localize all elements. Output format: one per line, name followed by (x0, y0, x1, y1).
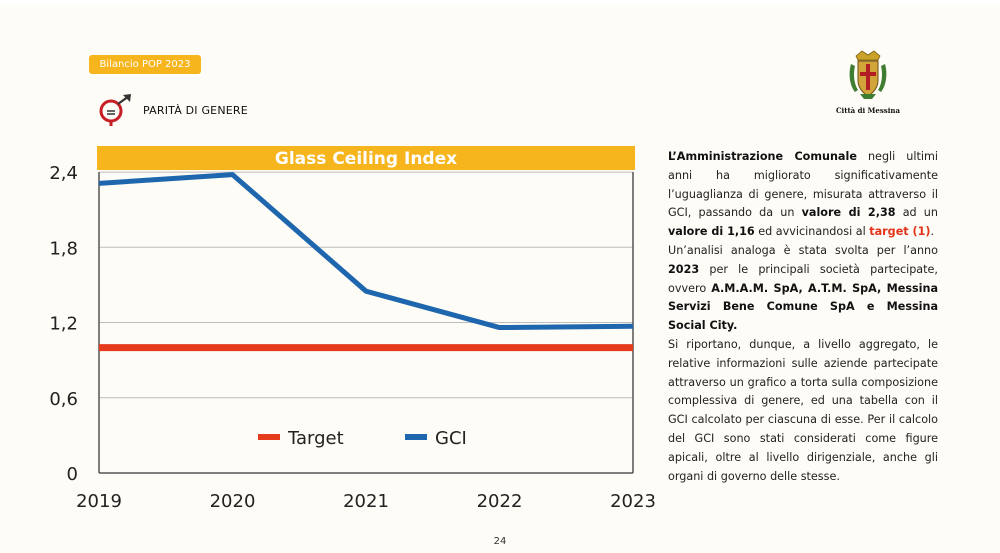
x-tick-label: 2020 (210, 491, 256, 512)
section-header: PARITÀ DI GENERE (97, 94, 248, 126)
x-tick-label: 2022 (477, 491, 523, 512)
text-run: . (930, 225, 935, 239)
text-year: 2023 (668, 262, 700, 276)
x-tick-label: 2019 (76, 491, 122, 512)
text-run: per le principali società partecipate, o… (668, 262, 938, 295)
text-admin: L’Amministrazione Comunale (668, 150, 857, 163)
city-name: Città di Messina (835, 106, 901, 115)
page-number: 24 (493, 536, 507, 547)
report-badge: Bilancio POP 2023 (89, 55, 201, 74)
y-tick-label: 1,8 (49, 238, 78, 259)
paragraph-1: L’Amministrazione Comunale negli ultimi … (668, 148, 938, 242)
text-run: ad un (895, 206, 938, 220)
paragraph-3: Si riportano, dunque, a livello aggregat… (668, 337, 938, 483)
top-strip (0, 0, 1000, 5)
description: L’Amministrazione Comunale negli ultimi … (668, 148, 938, 486)
glass-ceiling-chart: Glass Ceiling Index 0 0,6 1,2 1,8 2,4 2019 2020… (49, 146, 655, 512)
text-run: ed avvicinandosi al (754, 225, 870, 239)
y-tick-label: 0 (67, 464, 78, 485)
chart-title-bar (97, 146, 635, 170)
text-run: negli ultimi anni ha migliorato signific… (668, 150, 939, 220)
legend-label-target: Target (287, 428, 344, 449)
text-value-end: valore di 1,16 (668, 225, 755, 239)
legend-label-gci: GCI (435, 428, 467, 449)
x-tick-label: 2023 (610, 491, 655, 512)
paragraph-2: Un’analisi analoga è stata svolta per l’… (668, 242, 938, 336)
text-target: target (1) (869, 225, 931, 239)
series-line-gci (98, 172, 634, 331)
x-tick-label: 2021 (343, 491, 389, 512)
section-title: PARITÀ DI GENERE (143, 103, 248, 117)
chart-title: Glass Ceiling Index (275, 149, 457, 169)
text-run: Un’analisi analoga è stata svolta per l’… (668, 243, 938, 257)
y-tick-label: 0,6 (49, 389, 78, 410)
text-companies: A.M.A.M. SpA, A.T.M. SpA, Messina Serviz… (668, 281, 938, 333)
y-tick-label: 1,2 (49, 314, 78, 335)
text-value-start: valore di 2,38 (801, 206, 896, 220)
city-crest-icon (849, 50, 887, 99)
y-tick-label: 2,4 (49, 163, 78, 184)
gender-symbol-icon (99, 94, 131, 126)
